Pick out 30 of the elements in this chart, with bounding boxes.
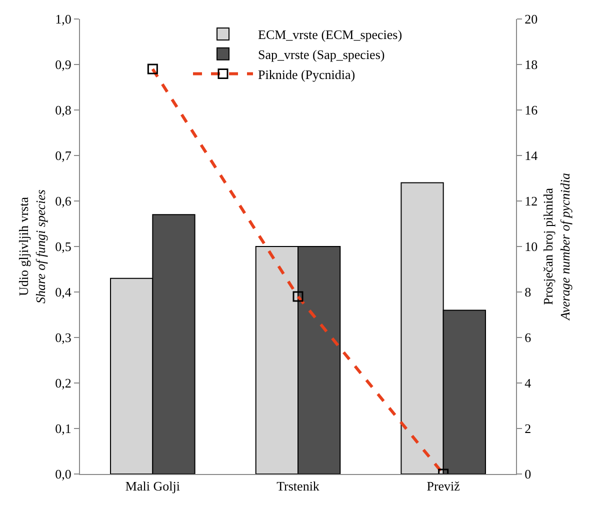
- y2-axis-title: Prosječan broj piknida Average number of pycnidia: [540, 172, 573, 321]
- y-tick-label: 0,5: [55, 239, 72, 254]
- y2-tick-label: 0: [524, 466, 532, 482]
- y2-tick-label: 14: [524, 148, 538, 164]
- y-tick-label: 0,6: [55, 194, 72, 209]
- y-axis-title: Udio gljivljih vrsta Share of fungi species: [16, 190, 48, 304]
- y2-tick-label: 6: [524, 330, 532, 346]
- y-tick-label: 0,1: [55, 421, 72, 436]
- y2-tick-label: 2: [524, 421, 532, 436]
- x-tick-label: Mali Golji: [125, 478, 180, 494]
- y-tick-label: 0,2: [55, 376, 72, 391]
- y2-tick-label: 10: [524, 239, 538, 254]
- legend-label: ECM_vrste (ECM_species): [258, 27, 402, 42]
- y2-tick-label: 18: [524, 57, 538, 72]
- y2-tick-label: 20: [524, 12, 538, 27]
- legend-label: Piknide (Pycnidia): [258, 66, 356, 82]
- y2-tick-label: 4: [524, 376, 532, 391]
- y-tick-label: 0,8: [55, 102, 72, 118]
- y-tick-label: 0,7: [55, 148, 72, 164]
- y2-tick-label: 8: [524, 284, 532, 300]
- y-tick-label: 0,4: [55, 284, 72, 300]
- y-tick-label: 0,9: [55, 57, 72, 72]
- legend-label: Sap_vrste (Sap_species): [258, 46, 385, 62]
- y-tick-label: 0,0: [55, 466, 72, 482]
- y2-tick-label: 12: [524, 194, 538, 209]
- y2-tick-label: 16: [524, 102, 538, 118]
- y-tick-label: 1,0: [55, 12, 72, 27]
- x-tick-label: Previž: [426, 478, 460, 494]
- x-tick-label: Trstenik: [276, 478, 320, 494]
- y-tick-label: 0,3: [55, 330, 72, 346]
